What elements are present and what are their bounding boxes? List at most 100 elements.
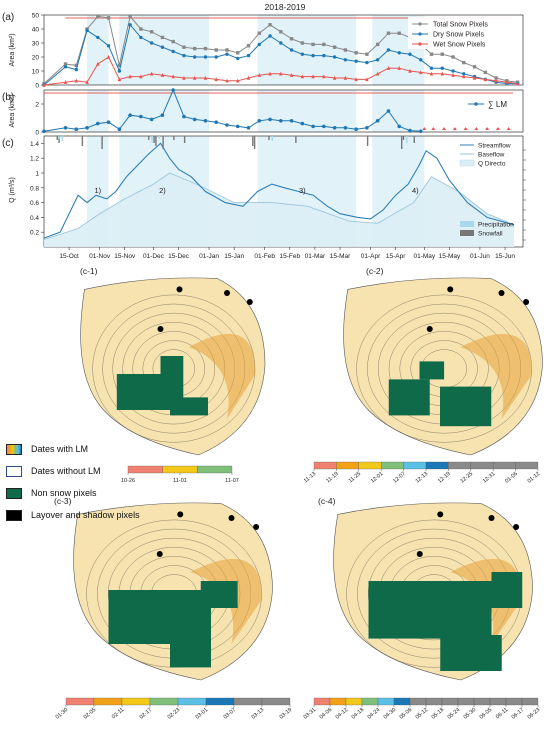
series-1-point [236, 56, 240, 61]
series-lm-point [386, 109, 391, 113]
panel-a-label: (a) [2, 12, 14, 23]
colorbar-segment-c4 [425, 697, 443, 706]
series-1-point [311, 53, 315, 58]
snowfall-bar [253, 136, 256, 149]
series-1-point [246, 53, 251, 58]
snowfall-bar [56, 136, 58, 140]
x-tick-label: 01-Mar [305, 253, 326, 260]
colorbar-segment-c2 [425, 461, 449, 470]
snowfall-bar [173, 136, 175, 140]
period-band [257, 90, 357, 132]
series-0-point [440, 52, 444, 56]
colorbar-segment-c4 [329, 697, 347, 706]
series-0-point [139, 27, 143, 31]
legend-swatch [460, 221, 474, 227]
series-lm-point [354, 127, 358, 131]
series-0-point [397, 31, 401, 35]
snowfall-bar [268, 136, 270, 140]
series-0-point [171, 39, 175, 44]
series-0-point [289, 37, 294, 41]
series-1-point [149, 41, 154, 45]
colorbar-label-c2: 11-13 [303, 471, 317, 484]
panel-a-y-tick-label: 50 [32, 13, 40, 20]
snowfall-bar [153, 136, 155, 143]
panel-a-y-tick-label: 30 [32, 41, 40, 48]
colorbar-segment-c2 [448, 461, 471, 470]
series-2-point [268, 71, 272, 76]
series-2-point [397, 66, 401, 70]
series-lm-wet-marker [431, 127, 436, 130]
x-tick-label: 15-Oct [59, 253, 79, 260]
series-0-point [96, 14, 100, 19]
baseflow-line [43, 172, 515, 241]
layover-pixel [513, 524, 520, 530]
colorbar-segment-c4 [505, 697, 523, 706]
x-tick-label: 01-Jan [199, 253, 219, 260]
colorbar-label-c3: 01-30 [55, 707, 70, 721]
panel-b-label: (b) [2, 92, 14, 103]
series-lm-point [289, 119, 294, 123]
series-1-point [203, 55, 208, 59]
x-tick-label: 15-Mar [330, 253, 351, 260]
series-lm-point [332, 126, 337, 130]
series-lm-point [268, 117, 272, 122]
series-lm-point [149, 117, 154, 122]
series-1-point [408, 52, 412, 56]
colorbar-label-c2: 11-19 [325, 471, 339, 484]
colorbar-label-c2: 11-25 [348, 471, 362, 484]
panel-c-y-tick-label: 0.6 [30, 200, 39, 207]
series-lm-point [74, 127, 79, 131]
series-2-point [289, 73, 294, 77]
series-2-point [365, 77, 369, 82]
legend-label: Dry Snow Pixels [433, 32, 484, 39]
series-1-point [117, 69, 122, 73]
lm-patch [190, 558, 263, 644]
legend-label: Non snow pixels [31, 488, 97, 498]
layover-pixel [176, 286, 183, 293]
series-lm-point [246, 126, 251, 130]
series-0-point [257, 31, 261, 35]
colorbar-label-c3: 03-19 [279, 707, 294, 721]
series-lm-point [235, 124, 240, 129]
panel-c-y-tick-label: 0.2 [30, 230, 39, 237]
map-c4 [333, 502, 533, 681]
colorbar-segment-c4 [313, 697, 331, 706]
layover-pixel [253, 524, 260, 530]
series-lm-point [300, 121, 305, 126]
non-snow-area [200, 581, 238, 608]
series-1-point [257, 42, 261, 47]
panel-a-y-tick-label: 20 [32, 55, 40, 62]
series-0-point [451, 55, 455, 59]
series-2-point [375, 71, 380, 76]
series-0-point [63, 62, 68, 66]
series-0-point [160, 35, 165, 40]
series-lm-wet-marker [495, 127, 500, 130]
colorbar-label-c3: 02-05 [83, 707, 98, 721]
series-0-point [472, 65, 477, 69]
series-1-point [268, 34, 272, 38]
series-0-point [343, 48, 348, 52]
snowfall-bar [295, 136, 297, 143]
series-1-point [365, 60, 369, 65]
series-0-point [365, 52, 369, 56]
series-2-point [279, 71, 283, 76]
layover-pixel [246, 299, 253, 305]
colorbar-segment-c3 [93, 697, 123, 706]
legend-marker [474, 102, 478, 106]
series-lm-point [106, 120, 111, 124]
series-lm-point [96, 121, 100, 126]
series-1-point [171, 49, 175, 54]
colorbar-segment-c4 [521, 697, 539, 706]
series-1-point [289, 48, 294, 52]
panel-c-y-tick-label: 1 [35, 171, 39, 178]
series-1-point [214, 55, 218, 59]
series-2-point [483, 77, 488, 82]
series-0-point [375, 42, 380, 47]
series-lm-point [279, 119, 283, 123]
colorbar-segment-c2 [313, 461, 337, 470]
legend-swatch-black [6, 509, 22, 521]
panel-a-y-tick-label: 0 [35, 83, 39, 90]
series-lm-point [182, 114, 186, 119]
series-1-point [160, 45, 165, 49]
x-tick-label: 01-Feb [254, 253, 275, 260]
